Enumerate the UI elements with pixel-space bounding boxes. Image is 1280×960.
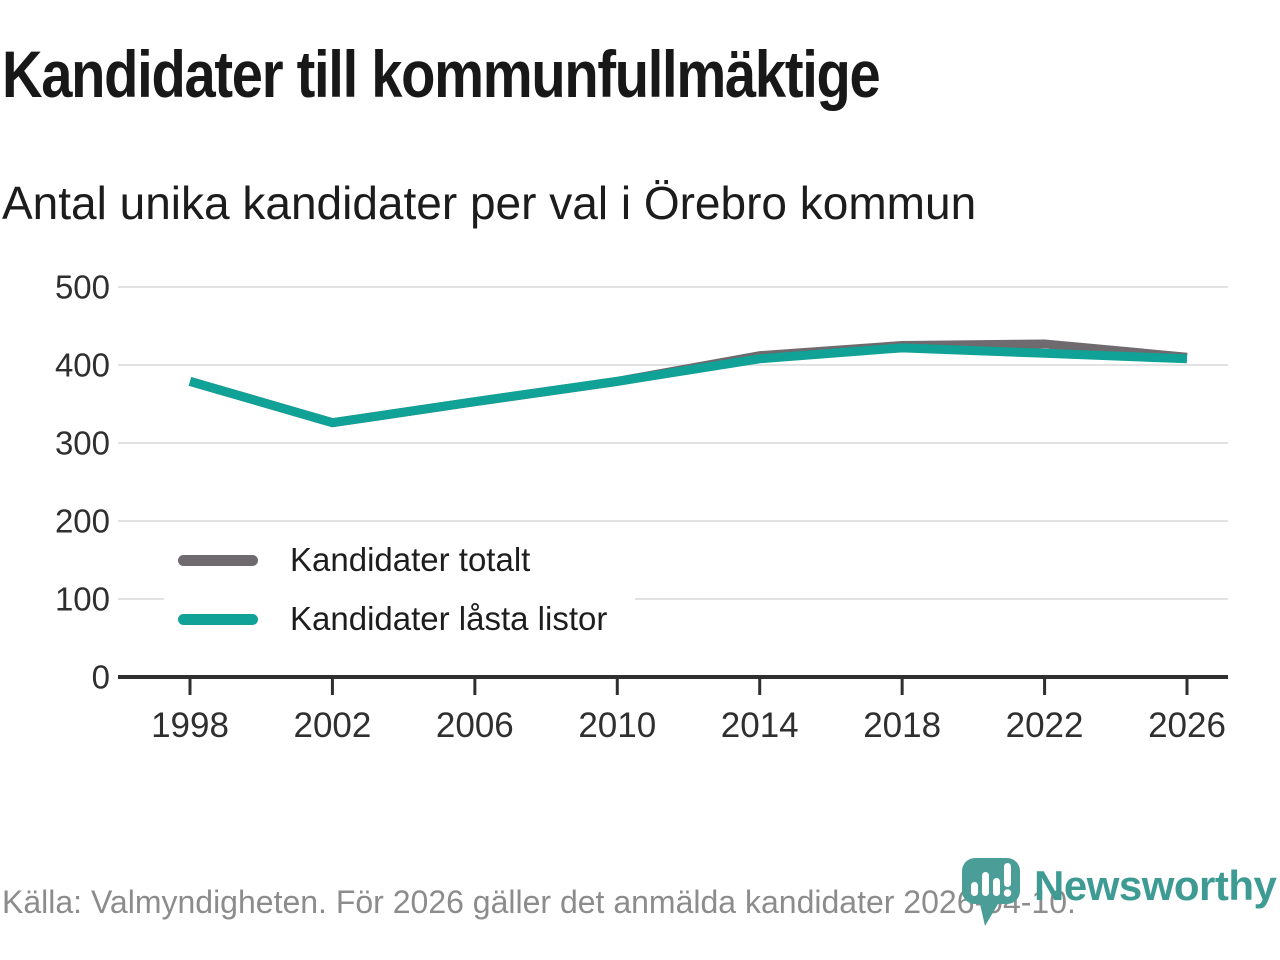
legend-item-lasta-listor: Kandidater låsta listor: [178, 596, 607, 642]
y-axis-tick-300: 300: [55, 425, 110, 462]
legend-swatch-totalt: [178, 554, 258, 566]
y-axis-tick-100: 100: [55, 581, 110, 618]
logo-exclamation-dot: [1003, 889, 1012, 897]
x-axis-tick-1998: 1998: [151, 706, 229, 745]
y-axis-tick-400: 400: [55, 347, 110, 384]
x-axis-tick-2014: 2014: [721, 706, 799, 745]
logo-exclamation-bar: [1004, 863, 1011, 887]
series-line-1: [188, 343, 1188, 428]
page-title: Kandidater till kommunfullmäktige: [2, 37, 881, 111]
y-axis-tick-200: 200: [55, 503, 110, 540]
x-axis-tick-2026: 2026: [1148, 706, 1226, 745]
logo-bar-2: [982, 872, 989, 896]
x-axis-tick-2022: 2022: [1006, 706, 1084, 745]
y-axis-tick-500: 500: [55, 269, 110, 306]
legend-label-totalt: Kandidater totalt: [290, 541, 531, 578]
newsworthy-logo: Newsworthy: [960, 856, 1277, 930]
x-axis-tick-2018: 2018: [863, 706, 941, 745]
newsworthy-pin-barchart-icon: [962, 858, 1020, 926]
legend: Kandidater totalt Kandidater låsta listo…: [164, 531, 636, 652]
legend-label-lasta-listor: Kandidater låsta listor: [290, 600, 608, 637]
logo-bar-3: [993, 878, 1000, 896]
logo-bar-1: [971, 882, 978, 896]
x-axis-tick-2002: 2002: [293, 706, 371, 745]
legend-swatch-lasta-listor: [178, 613, 258, 625]
x-axis-tick-2006: 2006: [436, 706, 514, 745]
logo-pin-shape: [962, 858, 1020, 926]
source-note: Källa: Valmyndigheten. För 2026 gäller d…: [2, 884, 1076, 920]
y-axis-tick-0: 0: [92, 659, 110, 696]
chart-subtitle: Antal unika kandidater per val i Örebro …: [2, 177, 977, 229]
legend-item-totalt: Kandidater totalt: [178, 537, 607, 583]
x-axis-tick-2010: 2010: [578, 706, 656, 745]
brand-name: Newsworthy: [1034, 862, 1277, 909]
